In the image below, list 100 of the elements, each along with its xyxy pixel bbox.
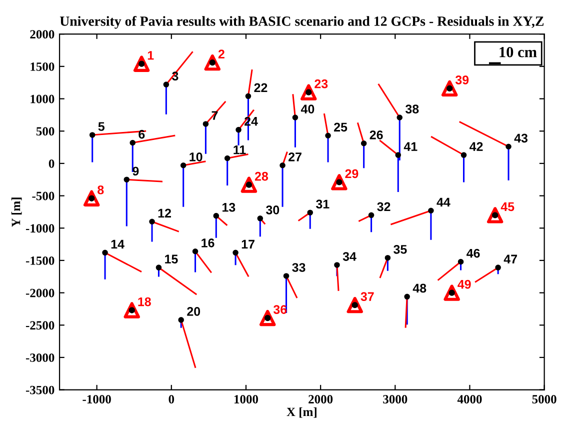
annotation: 34 xyxy=(342,252,356,261)
annotation: 6 xyxy=(138,130,145,139)
point xyxy=(236,126,242,133)
point xyxy=(395,152,402,158)
point xyxy=(396,114,403,120)
point xyxy=(506,144,512,150)
y-axis-title: Y [m] xyxy=(11,198,22,227)
annotation: 14 xyxy=(111,240,124,249)
annotation: 29 xyxy=(345,169,358,178)
point xyxy=(232,250,238,256)
y-tick-label: 1500 xyxy=(30,62,54,71)
annotation: 2 xyxy=(218,50,224,58)
annotation: 15 xyxy=(165,254,178,264)
y-tick-label: -3500 xyxy=(26,386,54,394)
point xyxy=(334,262,340,268)
y-tick-label: -3000 xyxy=(26,353,54,362)
point xyxy=(384,254,391,261)
x-axis-title: X [m] xyxy=(286,407,316,418)
point xyxy=(428,208,434,214)
x-tick-label: -1000 xyxy=(82,395,111,404)
point xyxy=(495,264,501,270)
x-tick-label: 3000 xyxy=(383,395,408,404)
annotation: 46 xyxy=(466,248,480,258)
x-tick-label: 2000 xyxy=(308,395,333,404)
annotation: 28 xyxy=(254,172,268,181)
point xyxy=(307,210,314,216)
annotation: 35 xyxy=(394,244,407,254)
annotation: 39 xyxy=(455,76,469,84)
y-tick-label: -500 xyxy=(32,192,54,200)
y-tick-label: 1000 xyxy=(30,94,54,104)
annotation: 37 xyxy=(360,292,374,302)
point xyxy=(178,317,184,323)
annotation: 30 xyxy=(266,206,280,214)
annotation: 23 xyxy=(314,79,328,88)
annotation: 5 xyxy=(98,122,105,131)
y-tick-label: 0 xyxy=(48,159,54,168)
point xyxy=(368,212,374,218)
annotation: 3 xyxy=(172,72,178,80)
annotation: 9 xyxy=(132,166,139,176)
annotation: 40 xyxy=(300,104,314,114)
point xyxy=(180,162,186,168)
y-tick-label: -2500 xyxy=(26,321,54,330)
annotation: 13 xyxy=(222,202,236,212)
point xyxy=(163,82,170,88)
point xyxy=(130,140,136,146)
annotation: 47 xyxy=(504,254,517,264)
chart-title: University of Pavia results with BASIC scenario and 12 GCPs - Residuals in XY,Z xyxy=(60,16,544,29)
x-tick-label: 5000 xyxy=(532,395,556,404)
point xyxy=(283,273,290,279)
annotation: 43 xyxy=(514,134,528,143)
annotation: 10 xyxy=(190,152,202,162)
point xyxy=(156,264,162,270)
annotation: 20 xyxy=(187,307,200,316)
y-tick-label: 500 xyxy=(36,127,54,136)
annotation: 11 xyxy=(234,145,246,154)
annotation: 26 xyxy=(370,130,383,140)
y-tick-label: 2000 xyxy=(30,30,54,39)
annotation: 27 xyxy=(288,152,302,162)
point xyxy=(292,114,298,120)
y-tick-label: -1000 xyxy=(26,224,54,233)
point xyxy=(213,212,220,219)
annotation: 10 cm xyxy=(500,46,537,58)
annotation: 33 xyxy=(292,263,306,272)
annotation: 38 xyxy=(405,104,419,114)
x-tick-label: 4000 xyxy=(457,395,482,404)
annotation: 18 xyxy=(138,297,151,306)
y-tick-label: -2000 xyxy=(26,288,54,298)
point xyxy=(124,302,140,318)
point xyxy=(245,93,252,100)
y-tick-label: -1500 xyxy=(26,256,54,265)
point xyxy=(124,176,130,182)
point xyxy=(280,162,286,168)
annotation: 49 xyxy=(458,280,471,289)
annotation: 8 xyxy=(98,185,104,194)
point xyxy=(360,140,367,146)
annotation: 42 xyxy=(470,142,483,151)
annotation: 1 xyxy=(148,51,154,60)
annotation: 41 xyxy=(404,142,418,151)
annotation: 17 xyxy=(242,240,254,249)
point xyxy=(458,258,464,265)
point xyxy=(89,132,96,138)
annotation: 25 xyxy=(334,122,348,132)
point xyxy=(325,132,331,139)
x-tick-label: 1000 xyxy=(234,395,258,404)
point xyxy=(460,152,467,158)
annotation: 44 xyxy=(436,198,450,206)
annotation: 22 xyxy=(254,83,268,92)
annotation: 31 xyxy=(316,200,330,209)
annotation: 16 xyxy=(202,238,214,248)
point xyxy=(404,294,410,300)
x-tick-label: 0 xyxy=(168,395,174,404)
point xyxy=(202,121,209,127)
annotation: 32 xyxy=(377,202,390,212)
annotation: 48 xyxy=(412,284,426,293)
point xyxy=(192,248,198,254)
point xyxy=(102,250,108,256)
annotation: 45 xyxy=(500,202,514,212)
point xyxy=(257,216,264,222)
annotation: 12 xyxy=(158,208,171,218)
point xyxy=(149,218,155,225)
